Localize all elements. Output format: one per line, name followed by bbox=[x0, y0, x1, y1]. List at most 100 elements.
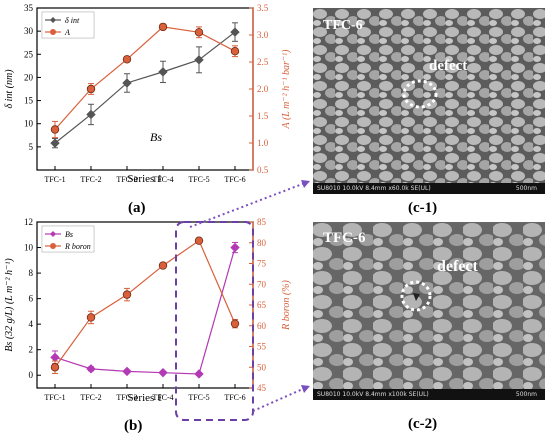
sem-c2-scale: 500nm bbox=[515, 391, 537, 398]
connector-c2-arrow bbox=[301, 385, 310, 393]
left-tick-label: 30 bbox=[24, 26, 34, 36]
data-point bbox=[230, 47, 240, 56]
data-point bbox=[86, 364, 96, 374]
left-tick-label: 5 bbox=[29, 142, 34, 152]
x-tick-label: TFC-1 bbox=[44, 175, 65, 184]
series-line bbox=[54, 31, 236, 144]
data-point bbox=[50, 138, 60, 148]
right-tick-label: 80 bbox=[257, 238, 267, 248]
panel-label-b: (b) bbox=[124, 418, 143, 434]
data-point bbox=[50, 363, 60, 372]
left-tick-label: 4 bbox=[29, 319, 34, 329]
data-point bbox=[230, 319, 240, 328]
left-tick-label: 25 bbox=[24, 49, 34, 59]
x-tick-label: TFC-4 bbox=[152, 393, 173, 402]
right-tick-label: 45 bbox=[257, 383, 267, 393]
right-tick-label: 70 bbox=[257, 279, 267, 289]
right-tick-label: 1.5 bbox=[257, 111, 269, 121]
data-point bbox=[50, 125, 60, 134]
x-tick-label: TFC-6 bbox=[224, 175, 245, 184]
sem-c2-defect-label: defect bbox=[437, 258, 478, 275]
x-tick-label: TFC-3 bbox=[116, 175, 137, 184]
panel-label-c2: (c-2) bbox=[408, 416, 438, 432]
legend-label: δ int bbox=[65, 16, 80, 25]
right-tick-label: 0.5 bbox=[257, 165, 269, 175]
left-tick-label: 15 bbox=[24, 96, 34, 106]
right-tick-label: 3.5 bbox=[257, 3, 269, 13]
left-tick-label: 0 bbox=[29, 370, 34, 380]
right-axis-label: R boron (%) bbox=[281, 280, 292, 331]
panel-label-a: (a) bbox=[128, 200, 146, 216]
x-tick-label: TFC-1 bbox=[44, 393, 65, 402]
highlight-box bbox=[175, 221, 254, 421]
left-tick-label: 10 bbox=[24, 119, 34, 129]
sem-c1-defect-label: defect bbox=[429, 58, 468, 74]
sem-c1-sample-label: TFC-6 bbox=[323, 18, 363, 33]
series-line bbox=[54, 247, 236, 375]
series-line bbox=[54, 26, 236, 130]
x-tick-label: TFC-5 bbox=[188, 175, 209, 184]
x-tick-label: TFC-4 bbox=[152, 175, 173, 184]
legend-marker bbox=[50, 231, 56, 237]
left-tick-label: 20 bbox=[24, 72, 34, 82]
data-point bbox=[122, 366, 132, 377]
x-axis-label: Series 1 bbox=[127, 173, 162, 185]
series-line bbox=[54, 239, 236, 368]
x-tick-label: TFC-2 bbox=[80, 393, 101, 402]
connector-c1-arrow bbox=[301, 180, 310, 188]
left-tick-label: 6 bbox=[29, 294, 34, 304]
right-tick-label: 75 bbox=[257, 259, 267, 269]
right-axis-label: A (L m⁻² h⁻¹ bar⁻¹) bbox=[281, 49, 292, 130]
data-point bbox=[158, 67, 168, 77]
right-tick-label: 60 bbox=[257, 321, 267, 331]
data-point bbox=[122, 78, 132, 88]
data-point bbox=[230, 242, 240, 253]
x-tick-label: TFC-2 bbox=[80, 175, 101, 184]
left-tick-label: 12 bbox=[24, 217, 33, 227]
data-point bbox=[158, 367, 168, 378]
data-point bbox=[194, 28, 204, 37]
data-point bbox=[194, 369, 204, 379]
data-point bbox=[50, 352, 60, 363]
right-tick-label: 85 bbox=[257, 217, 267, 227]
legend-label: Bs bbox=[65, 230, 73, 239]
panel-label-c1: (c-1) bbox=[408, 200, 438, 216]
x-tick-label: TFC-3 bbox=[116, 393, 137, 402]
right-tick-label: 65 bbox=[257, 300, 267, 310]
left-axis-label: δ int (nm) bbox=[4, 69, 15, 109]
legend-label: A bbox=[64, 28, 70, 37]
x-tick-label: TFC-6 bbox=[224, 393, 245, 402]
data-point bbox=[86, 313, 96, 322]
left-axis-label: Bs (32 g/L) (L m⁻² h⁻¹) bbox=[4, 258, 15, 352]
data-point bbox=[158, 22, 168, 32]
data-point bbox=[194, 55, 204, 65]
legend-marker bbox=[50, 29, 56, 35]
data-point bbox=[194, 236, 204, 245]
data-point bbox=[86, 109, 96, 120]
right-tick-label: 1.0 bbox=[257, 138, 269, 148]
sem-c2-sample-label: TFC-6 bbox=[323, 230, 366, 246]
sem-c2-info-bar: SU8010 10.0kV 8.4mm x100k SE(UL) bbox=[313, 389, 545, 400]
left-tick-label: 10 bbox=[24, 243, 34, 253]
left-tick-label: 2 bbox=[29, 345, 34, 355]
data-point bbox=[122, 55, 132, 64]
right-tick-label: 50 bbox=[257, 362, 267, 372]
data-point bbox=[86, 84, 96, 94]
right-tick-label: 3.0 bbox=[257, 30, 269, 40]
right-tick-label: 2.5 bbox=[257, 57, 269, 67]
data-point bbox=[158, 261, 168, 270]
sem-texture-c2 bbox=[313, 222, 545, 400]
data-point bbox=[230, 27, 240, 37]
legend-marker bbox=[50, 243, 56, 249]
right-tick-label: 55 bbox=[257, 342, 267, 352]
sem-c1-scale: 500nm bbox=[515, 185, 537, 192]
x-axis-label: Series 1 bbox=[127, 392, 162, 404]
legend-label: R boron bbox=[64, 242, 91, 251]
chart-b: 0 2 4 6 8 10 12 45 50 55 60 65 70 75 80 85 TFC-1 TFC-2 TFC… bbox=[4, 217, 292, 404]
legend-marker bbox=[50, 17, 56, 23]
sem-image-c1: TFC-6 defect SU8010 10.0kV 8.4mm x60.0k … bbox=[313, 8, 545, 194]
connector-c1 bbox=[189, 182, 306, 228]
data-point bbox=[122, 290, 132, 299]
left-tick-label: 35 bbox=[24, 3, 34, 13]
plot-annotation: Bs bbox=[150, 130, 162, 144]
